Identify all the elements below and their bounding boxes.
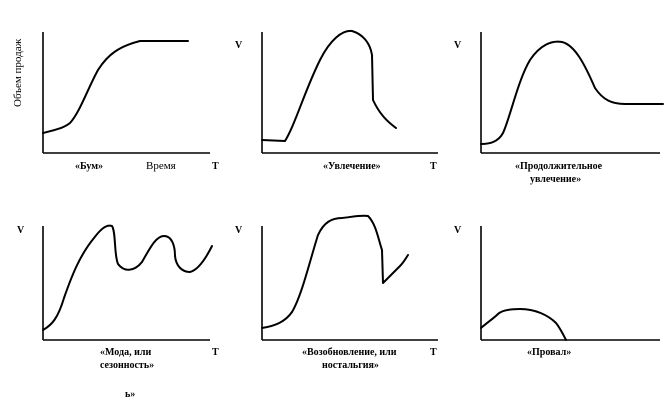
fad-t-label: T bbox=[430, 161, 437, 172]
bust-curve bbox=[480, 308, 567, 341]
panel-seasonal: V T «Мода, или сезонность» bbox=[17, 224, 219, 371]
panel-fad: V T «Увлечение» bbox=[235, 29, 438, 172]
seasonal-v-label: V bbox=[17, 225, 25, 236]
seasonal-t-label: T bbox=[212, 347, 219, 358]
extended-fad-caption-line2: увлечение» bbox=[530, 174, 581, 185]
extended-fad-caption-line1: «Продолжительное bbox=[515, 161, 603, 172]
panel-bust: V «Провал» bbox=[454, 225, 660, 358]
panel-extended-fad: V «Продолжительное увлечение» bbox=[454, 32, 664, 185]
boom-curve bbox=[42, 40, 189, 134]
panel-boom: Объем продаж Время T «Бум» bbox=[12, 32, 219, 172]
revival-caption-line2: ностальгия» bbox=[322, 360, 379, 371]
fad-curve bbox=[261, 29, 397, 142]
extended-fad-v-label: V bbox=[454, 40, 462, 51]
seasonal-curve bbox=[42, 224, 213, 331]
revival-caption-line1: «Возобновление, или bbox=[302, 347, 397, 358]
bust-v-label: V bbox=[454, 225, 462, 236]
revival-curve bbox=[261, 214, 409, 329]
boom-t-label: T bbox=[212, 161, 219, 172]
seasonal-caption-line2: сезонность» bbox=[100, 360, 154, 371]
revival-t-label: T bbox=[430, 347, 437, 358]
bust-caption: «Провал» bbox=[527, 347, 571, 358]
panel-revival: V T «Возобновление, или ностальгия» bbox=[235, 214, 438, 371]
revival-v-label: V bbox=[235, 225, 243, 236]
stray-text-fragment: ь» bbox=[125, 389, 135, 400]
extended-fad-curve bbox=[480, 40, 664, 145]
seasonal-caption-line1: «Мода, или bbox=[100, 347, 151, 358]
x-axis-label-time: Время bbox=[146, 160, 176, 172]
y-axis-label-sales-volume: Объем продаж bbox=[12, 38, 24, 107]
boom-caption: «Бум» bbox=[75, 161, 103, 172]
fad-caption: «Увлечение» bbox=[323, 161, 381, 172]
fad-v-label: V bbox=[235, 40, 243, 51]
